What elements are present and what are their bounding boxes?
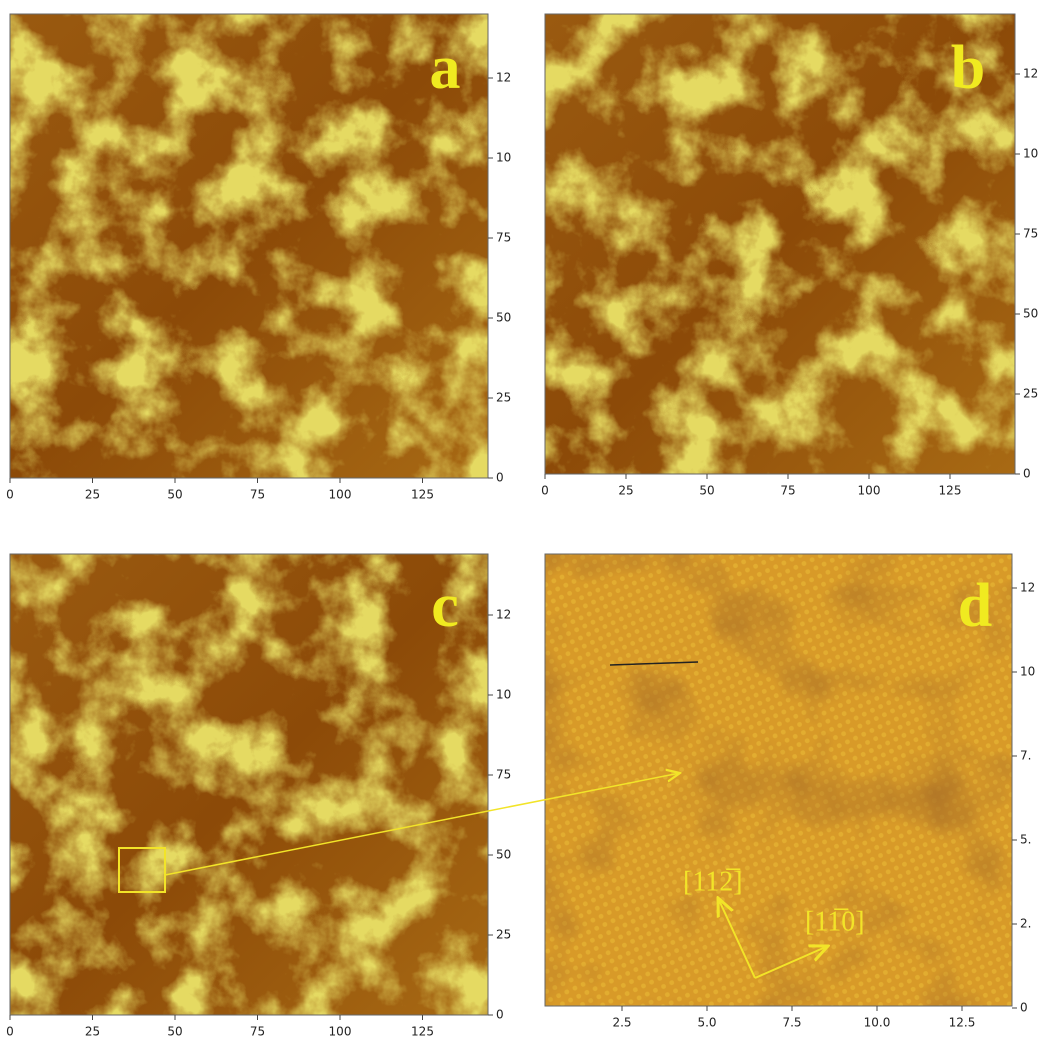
y-tick-label: 75 [496,231,511,245]
x-tick-label: 75 [250,488,265,502]
x-tick-label: 0 [6,488,14,502]
x-tick-label: 2.5 [612,1016,631,1030]
y-tick-label: 7. [1020,749,1031,763]
panel-label: b [951,34,985,102]
y-tick-label: 75 [1023,227,1038,241]
x-tick-label: 5.0 [697,1016,716,1030]
y-tick-label: 12 [1023,67,1038,81]
x-tick-label: 0 [541,484,549,498]
x-tick-label: 0 [6,1025,14,1039]
x-tick-label: 50 [167,488,182,502]
y-tick-label: 2. [1020,917,1031,931]
y-tick-label: 50 [496,311,511,325]
x-tick-label: 125 [411,1025,434,1039]
figure: a025507510012502550751012b02550751001250… [0,0,1047,1039]
x-tick-label: 100 [858,484,881,498]
y-tick-label: 10 [496,688,511,702]
y-tick-label: 25 [1023,387,1038,401]
direction-label: [112̅] [683,866,743,897]
y-tick-label: 50 [1023,307,1038,321]
stm-panel: b 0 25 50 75 100 125 0 25 50 75 10 12 [541,14,1038,498]
x-tick-label: 100 [329,488,352,502]
x-tick-label: 50 [699,484,714,498]
x-tick-label: 25 [618,484,633,498]
y-tick-label: 5. [1020,833,1031,847]
y-tick-label: 25 [496,928,511,942]
panel-label: d [958,572,992,640]
y-tick-label: 12 [496,608,511,622]
image-texture [10,554,488,1015]
x-tick-label: 12.5 [949,1016,976,1030]
y-tick-label: 12 [496,71,511,85]
y-tick-label: 10 [496,151,511,165]
x-tick-label: 125 [411,488,434,502]
x-tick-label: 75 [780,484,795,498]
image-texture [10,14,488,478]
y-tick-label: 50 [496,848,511,862]
y-tick-label: 0 [496,1008,504,1022]
stm-panel: d 2.5 5.0 7.5 10.0 12.5 0 2. 5. 7. 10 12 [545,554,1035,1030]
y-tick-label: 0 [1020,1001,1028,1015]
x-tick-label: 125 [939,484,962,498]
stm-panel: c 0 25 50 75 100 125 0 25 50 75 10 12 [6,554,511,1039]
y-tick-label: 10 [1023,147,1038,161]
panel-label: c [431,572,459,640]
y-tick-label: 10 [1020,665,1035,679]
image-texture [545,554,1012,1006]
panel-label: a [430,34,461,102]
x-tick-label: 25 [85,488,100,502]
x-tick-label: 50 [167,1025,182,1039]
x-tick-label: 100 [329,1025,352,1039]
y-tick-label: 0 [1023,467,1031,481]
image-texture [545,14,1015,474]
y-tick-label: 0 [496,471,504,485]
direction-label: [11̅0] [805,906,865,937]
x-tick-label: 25 [85,1025,100,1039]
y-tick-label: 25 [496,391,511,405]
x-tick-label: 7.5 [782,1016,801,1030]
x-tick-label: 10.0 [864,1016,891,1030]
y-tick-label: 75 [496,768,511,782]
y-tick-label: 12 [1020,581,1035,595]
x-tick-label: 75 [250,1025,265,1039]
stm-panel: a 0 25 50 75 100 125 0 25 50 75 10 12 [6,14,511,502]
